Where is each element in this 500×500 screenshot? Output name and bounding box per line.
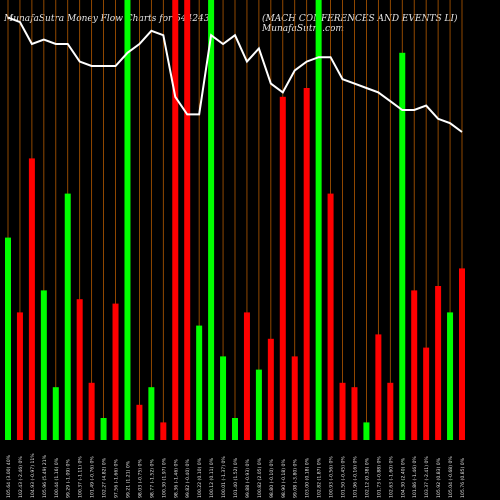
x-tick-label: 103.00 (0.18) 0% (305, 457, 311, 498)
x-tick-label: 98.03 (-0.75) 0% (137, 459, 143, 498)
x-tick-label: 101.50 (-0.45) 0% (341, 456, 347, 498)
x-tick-label: 103.37 (-2.41) 0% (424, 456, 430, 498)
money-flow-bar (100, 418, 107, 440)
price-line (7, 16, 463, 133)
money-flow-bar (28, 158, 35, 440)
x-tick-label: 104.30 (2.40) 0% (400, 457, 406, 498)
money-flow-bar (40, 290, 47, 440)
x-tick-label: 102.63 (-1.60) 0% (388, 456, 394, 498)
x-tick-label: 99.08 (-3.80) 0% (293, 459, 299, 498)
money-flow-bar (435, 286, 442, 440)
money-flow-bar (279, 96, 286, 441)
x-tick-label: 105.92 (0.83) 0% (436, 457, 442, 498)
x-tick-label: 101.73 (-0.88) 0% (376, 456, 382, 498)
money-flow-bar (16, 312, 23, 440)
x-tick-label: 100.37 (-1.11) 0% (78, 456, 84, 498)
money-flow-bar (220, 356, 227, 440)
x-tick-label: 99.29 (-1.09) 0% (66, 459, 72, 498)
x-tick-label: 99.88 (-0.93) 0% (245, 459, 251, 498)
x-tick-label: 101.96 (-0.16) 0% (352, 456, 358, 498)
x-tick-label: 100.82 (2.05) 0% (257, 457, 263, 498)
money-flow-bar (315, 0, 322, 440)
x-tick-label: 98.90 (-0.18) 0% (281, 459, 287, 498)
x-tick-label: 98.36 (-1.46) 0% (173, 459, 179, 498)
x-tick-label: 100.93 (-0.56) 0% (329, 456, 335, 498)
x-tick-label: 100.12 (0.11) 0% (209, 457, 215, 498)
x-tick-label: 102.82 (1.87) 0% (317, 457, 323, 498)
money-flow-bar (255, 369, 262, 440)
x-tick-label: 101.40 (1.52) 0% (233, 457, 239, 498)
x-tick-label: 105.64 (3.00) 40% (6, 454, 12, 498)
money-flow-bar (184, 0, 191, 440)
money-flow-bar (363, 422, 370, 440)
money-flow-bar (375, 334, 382, 440)
money-flow-bar (196, 325, 203, 440)
chart-title-right: (MACH CONFERENCES AND EVENTS LI) MunafaS… (262, 14, 458, 34)
x-tick-label: 99.21 (1.21) 0% (125, 460, 131, 498)
x-tick-label: 102.12 (0.38) 0% (364, 457, 370, 498)
money-flow-bar (459, 268, 465, 440)
money-flow-bar (136, 404, 143, 440)
x-tick-label: 105.96 (5.49) 21% (42, 454, 48, 498)
money-flow-bar (5, 237, 11, 440)
money-flow-bar (148, 387, 155, 440)
x-tick-label: 102.43 (-2.46) 0% (18, 456, 24, 498)
x-tick-label: 98.80 (-0.10) 0% (269, 459, 275, 498)
x-tick-label: 99.82 (-0.40) 0% (185, 459, 191, 498)
money-flow-bar (124, 0, 131, 440)
chart-title-left: MunafaSutra Money Flow Charts for 544243 (4, 14, 210, 24)
money-flow-bar (232, 418, 238, 440)
money-flow-bar (447, 312, 454, 440)
x-tick-label: 100.44 (1.16) 0% (54, 457, 60, 498)
money-flow-bar (172, 0, 179, 440)
x-tick-label: 97.56 (-1.66) 0% (114, 459, 120, 498)
money-flow-bar (267, 338, 274, 440)
x-tick-label: 100.30 (1.97) 0% (161, 457, 167, 498)
money-flow-bar (399, 52, 406, 441)
money-flow-bar (339, 382, 346, 440)
money-flow-bar (88, 382, 95, 440)
money-flow-bar (112, 303, 119, 440)
money-flow-bar (160, 422, 167, 440)
x-tick-label: 101.86 (-1.46) 0% (412, 456, 418, 498)
money-flow-bar (387, 382, 394, 440)
money-flow-bar (291, 356, 298, 440)
x-tick-label: 100.22 (0.10) 0% (197, 457, 203, 498)
money-flow-bar (243, 312, 250, 440)
money-flow-bar (208, 0, 215, 440)
money-flow-bar (351, 387, 358, 440)
x-tick-label: 105.76 (0.85) 0% (460, 457, 466, 498)
x-tick-label: 98.77 (-1.52) 0% (149, 459, 155, 498)
money-flow-bar (423, 347, 430, 440)
x-tick-label: 102.27 (4.82) 0% (102, 457, 108, 498)
x-tick-label: 100.01 (-1.37) 0% (221, 456, 227, 498)
money-flow-bar (64, 193, 71, 440)
x-tick-label: 104.93 (-0.97) 11% (30, 453, 36, 498)
money-flow-bar (411, 290, 418, 440)
money-flow-bar (52, 387, 59, 440)
x-tick-label: 105.04 (-0.68) 0% (448, 456, 454, 498)
money-flow-bar (327, 193, 334, 440)
x-tick-label: 101.49 (-0.76) 0% (90, 456, 96, 498)
money-flow-bar (303, 88, 310, 440)
money-flow-bar (76, 299, 83, 440)
